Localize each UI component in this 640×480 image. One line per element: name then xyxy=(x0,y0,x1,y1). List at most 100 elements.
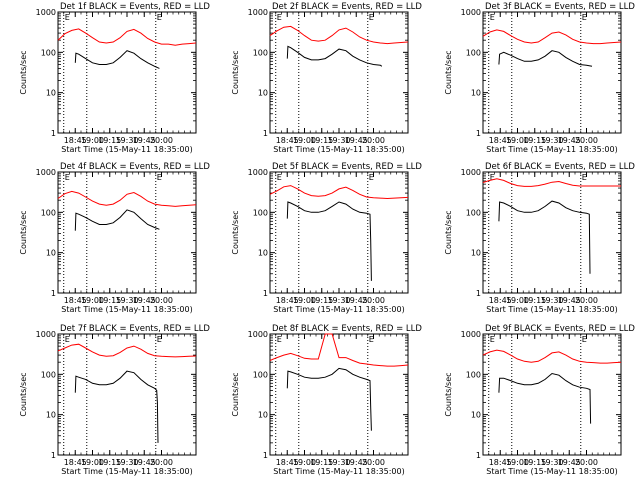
x-tick-label: 19:00 xyxy=(293,458,316,467)
x-tick-label: 18:45 xyxy=(64,458,87,467)
x-tick-label: 19:15 xyxy=(310,136,333,145)
x-tick-label: 19:15 xyxy=(98,136,121,145)
x-tick-label: 19:15 xyxy=(98,296,121,305)
x-tick-label: 19:00 xyxy=(506,136,529,145)
series-line-lld-red xyxy=(57,190,197,207)
plot-frame xyxy=(57,171,197,294)
y-tick-label: 10 xyxy=(258,249,268,258)
x-tick-label: 19:45 xyxy=(133,136,156,145)
x-tick-label: 19:00 xyxy=(81,458,104,467)
event-marker-label: E xyxy=(277,335,282,344)
event-marker-label: E xyxy=(369,173,374,182)
event-marker-label: E xyxy=(65,13,70,22)
chart-panel-6: Det 6f BLACK = Events, RED = LLD 1 10 100 10… xyxy=(444,162,635,314)
plot-frame xyxy=(269,333,409,456)
y-tick-label: 1 xyxy=(476,129,481,138)
plot-frame xyxy=(269,171,409,294)
chart-panel-7: Det 7f BLACK = Events, RED = LLD 1 10 100 10… xyxy=(19,324,210,476)
x-tick-label: 19:15 xyxy=(98,458,121,467)
y-tick-label: 10 xyxy=(471,411,481,420)
x-tick-label: 19:30 xyxy=(540,458,563,467)
x-tick-label: 19:00 xyxy=(506,296,529,305)
x-tick-label: 19:45 xyxy=(345,458,368,467)
x-tick-label: 19:15 xyxy=(310,458,333,467)
x-axis-label: Start Time (15-May-11 18:35:00) xyxy=(486,305,617,314)
y-tick-label: 100 xyxy=(253,48,268,57)
event-marker-label: E xyxy=(157,13,162,22)
y-axis-label: Counts/sec xyxy=(19,50,28,94)
plot-frame xyxy=(482,11,622,134)
plot-frame xyxy=(57,11,197,134)
chart-title: Det 2f BLACK = Events, RED = LLD xyxy=(272,2,422,12)
series-line-lld-red xyxy=(269,25,409,45)
x-tick-label: 20:00 xyxy=(150,136,173,145)
chart-title: Det 4f BLACK = Events, RED = LLD xyxy=(60,162,210,172)
y-tick-label: 1000 xyxy=(461,330,481,339)
y-axis-label: Counts/sec xyxy=(231,372,240,416)
y-tick-label: 1000 xyxy=(461,168,481,177)
x-tick-label: 19:45 xyxy=(558,136,581,145)
y-axis-label: Counts/sec xyxy=(444,372,453,416)
y-tick-label: 1 xyxy=(51,129,56,138)
x-tick-label: 20:00 xyxy=(150,458,173,467)
y-axis-label: Counts/sec xyxy=(19,372,28,416)
x-tick-label: 20:00 xyxy=(150,296,173,305)
y-tick-label: 100 xyxy=(466,208,481,217)
x-axis-label: Start Time (15-May-11 18:35:00) xyxy=(61,145,192,154)
series-line-events-black xyxy=(74,209,160,231)
series-line-lld-red xyxy=(57,28,197,46)
event-marker-label: E xyxy=(490,13,495,22)
chart-panel-5: Det 5f BLACK = Events, RED = LLD 1 10 100 10… xyxy=(231,162,422,314)
x-tick-label: 19:00 xyxy=(81,136,104,145)
x-tick-label: 20:00 xyxy=(362,458,385,467)
x-tick-label: 20:00 xyxy=(575,458,598,467)
chart-title: Det 5f BLACK = Events, RED = LLD xyxy=(272,162,422,172)
x-axis-label: Start Time (15-May-11 18:35:00) xyxy=(61,467,192,476)
y-tick-label: 10 xyxy=(471,89,481,98)
y-tick-label: 1 xyxy=(263,289,268,298)
event-marker-label: E xyxy=(157,173,162,182)
y-tick-label: 1 xyxy=(476,451,481,460)
event-marker-label: E xyxy=(65,335,70,344)
series-line-events-black xyxy=(498,372,592,424)
y-tick-label: 1000 xyxy=(248,330,268,339)
x-tick-label: 19:45 xyxy=(558,458,581,467)
x-tick-label: 19:45 xyxy=(345,136,368,145)
y-axis-label: Counts/sec xyxy=(19,210,28,254)
event-marker-label: E xyxy=(490,335,495,344)
series-line-events-black xyxy=(74,370,159,443)
y-tick-label: 1000 xyxy=(248,8,268,17)
x-tick-label: 19:30 xyxy=(540,136,563,145)
series-line-lld-red xyxy=(57,343,197,358)
y-axis-label: Counts/sec xyxy=(231,210,240,254)
y-tick-label: 10 xyxy=(258,89,268,98)
x-tick-label: 19:00 xyxy=(81,296,104,305)
event-marker-label: E xyxy=(582,13,587,22)
x-tick-label: 19:15 xyxy=(523,458,546,467)
series-line-lld-red xyxy=(269,185,409,200)
series-line-events-black xyxy=(498,200,591,274)
x-tick-label: 19:45 xyxy=(558,296,581,305)
y-axis-label: Counts/sec xyxy=(444,50,453,94)
chart-title: Det 8f BLACK = Events, RED = LLD xyxy=(272,324,422,334)
chart-panel-3: Det 3f BLACK = Events, RED = LLD 1 10 100 10… xyxy=(444,2,635,154)
y-tick-label: 10 xyxy=(46,411,56,420)
x-tick-label: 19:15 xyxy=(310,296,333,305)
x-tick-label: 20:00 xyxy=(362,296,385,305)
y-tick-label: 1000 xyxy=(461,8,481,17)
x-axis-label: Start Time (15-May-11 18:35:00) xyxy=(273,145,404,154)
y-tick-label: 100 xyxy=(466,48,481,57)
x-tick-label: 19:45 xyxy=(133,296,156,305)
x-tick-label: 20:00 xyxy=(362,136,385,145)
x-tick-label: 18:45 xyxy=(489,136,512,145)
series-line-lld-red xyxy=(482,29,622,45)
x-tick-label: 19:30 xyxy=(327,296,350,305)
chart-panel-4: Det 4f BLACK = Events, RED = LLD 1 10 100 10… xyxy=(19,162,210,314)
y-tick-label: 100 xyxy=(41,370,56,379)
x-tick-label: 18:45 xyxy=(276,136,299,145)
x-axis-label: Start Time (15-May-11 18:35:00) xyxy=(61,305,192,314)
y-tick-label: 1000 xyxy=(36,330,56,339)
series-line-events-black xyxy=(74,50,160,69)
x-tick-label: 19:45 xyxy=(133,458,156,467)
